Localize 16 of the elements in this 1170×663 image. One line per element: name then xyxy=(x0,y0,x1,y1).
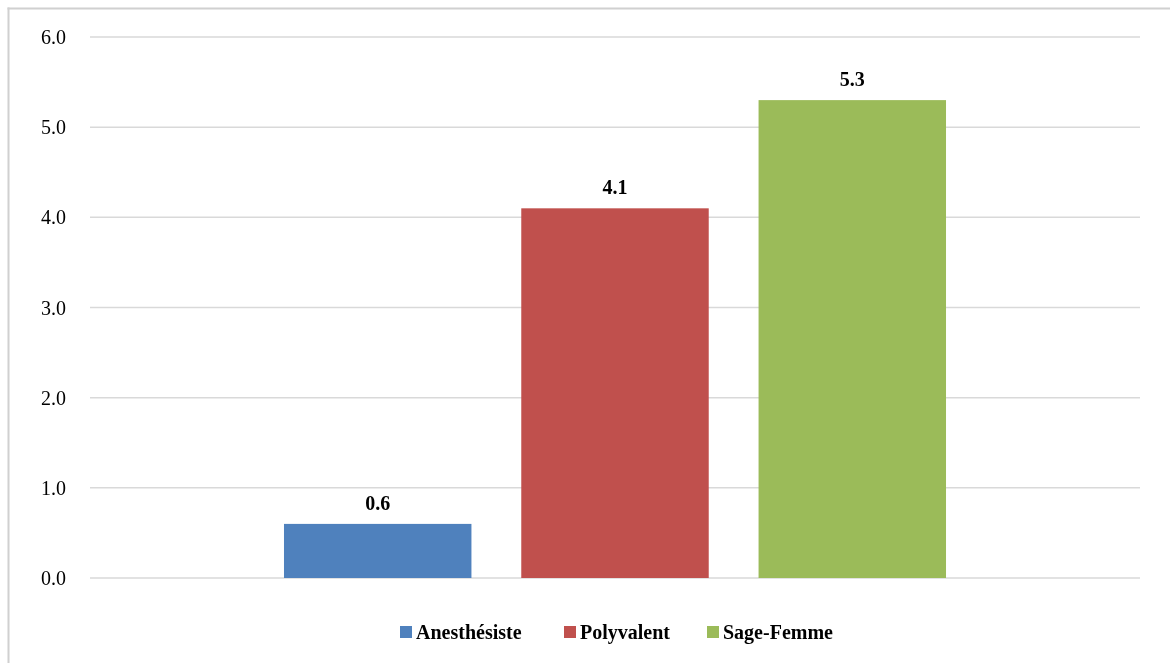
y-tick-label: 3.0 xyxy=(41,296,66,319)
data-label: 4.1 xyxy=(602,176,628,199)
data-label: 0.6 xyxy=(365,491,391,514)
legend-label: Sage-Femme xyxy=(723,621,834,644)
y-tick-label: 4.0 xyxy=(41,206,66,229)
bar xyxy=(283,523,472,578)
y-tick-label: 1.0 xyxy=(41,476,66,499)
data-label: 5.3 xyxy=(839,68,865,91)
y-tick-label: 0.0 xyxy=(41,567,66,589)
bar xyxy=(758,100,947,578)
y-tick-label: 5.0 xyxy=(41,116,66,139)
y-tick-label: 6.0 xyxy=(41,26,66,48)
bar xyxy=(521,208,709,578)
legend-label: Polyvalent xyxy=(580,621,671,644)
y-tick-label: 2.0 xyxy=(41,386,66,409)
legend-label: Anesthésiste xyxy=(416,621,522,643)
